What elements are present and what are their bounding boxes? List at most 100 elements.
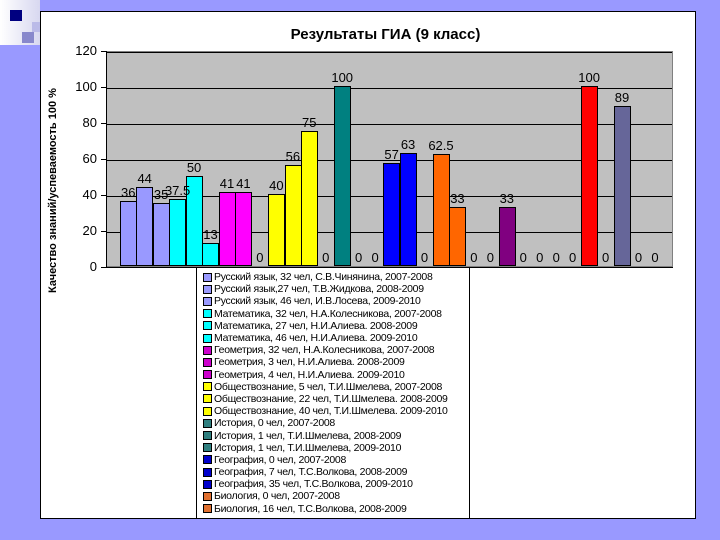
legend-label: Обществознание, 22 чел, Т.И.Шмелева. 200… (214, 392, 448, 405)
legend-swatch-icon (203, 309, 212, 319)
chart-legend: Русский язык, 32 чел, С.В.Чинянина, 2007… (196, 267, 470, 519)
legend-label: География, 7 чел, Т.С.Волкова, 2008-2009 (214, 466, 408, 479)
legend-swatch-icon (203, 321, 212, 331)
bar (202, 242, 220, 266)
legend-item: Обществознание, 22 чел, Т.И.Шмелева. 200… (203, 393, 469, 405)
bar-value-label: 0 (569, 250, 577, 265)
bar (498, 206, 516, 266)
bar-value-label: 37.5 (164, 182, 191, 198)
legend-swatch-icon (203, 284, 212, 294)
legend-swatch-icon (203, 272, 212, 282)
legend-swatch-icon (203, 479, 212, 489)
bar-value-label: 56 (285, 149, 301, 165)
legend-label: Русский язык,27 чел, Т.В.Жидкова, 2008-2… (214, 283, 424, 296)
bar-value-label: 0 (552, 250, 560, 265)
y-tick-label: 20 (82, 223, 97, 238)
bar-value-label: 63 (400, 136, 416, 152)
legend-label: Русский язык, 46 чел, И.В.Лосева, 2009-2… (214, 295, 421, 308)
bar (185, 176, 203, 266)
legend-swatch-icon (203, 382, 212, 392)
legend-item: Геометрия, 4 чел, Н.И.Алиева. 2009-2010 (203, 369, 469, 381)
bar-value-label: 0 (536, 250, 544, 265)
y-tick (101, 51, 107, 52)
legend-item: Биология, 0 чел, 2007-2008 (203, 490, 469, 502)
bar-value-label: 41 (219, 176, 235, 192)
legend-label: Русский язык, 32 чел, С.В.Чинянина, 2007… (214, 271, 433, 284)
chart-title: Результаты ГИА (9 класс) (290, 26, 481, 43)
bar-value-label: 13 (203, 226, 218, 242)
legend-swatch-icon (203, 345, 212, 355)
bar (613, 105, 631, 266)
legend-item: Биология, 16 чел, Т.С.Волкова, 2008-2009 (203, 503, 469, 515)
bar-value-label: 0 (470, 250, 478, 265)
legend-label: Математика, 32 чел, Н.А.Колесникова, 200… (214, 307, 442, 320)
legend-swatch-icon (203, 296, 212, 306)
legend-item: Русский язык, 46 чел, И.В.Лосева, 2009-2… (203, 295, 469, 307)
bar-value-label: 100 (331, 70, 354, 85)
bar-value-label: 40 (269, 178, 284, 193)
bar-value-label: 0 (256, 250, 264, 265)
y-tick (101, 123, 107, 124)
bar (399, 152, 417, 266)
bar (449, 206, 467, 266)
legend-swatch-icon (203, 357, 212, 367)
bar (301, 131, 318, 266)
y-tick-label: 60 (82, 151, 97, 166)
legend-item: Русский язык, 32 чел, С.В.Чинянина, 2007… (203, 271, 469, 283)
legend-item: Русский язык,27 чел, Т.В.Жидкова, 2008-2… (203, 283, 469, 295)
gridline (107, 124, 672, 125)
chart-frame: Результаты ГИА (9 класс) Качество знаний… (40, 11, 696, 519)
bar-value-label: 33 (499, 190, 515, 206)
y-tick-label: 40 (82, 187, 97, 202)
legend-item: Геометрия, 3 чел, Н.И.Алиева. 2008-2009 (203, 356, 469, 368)
bar (152, 203, 170, 266)
legend-swatch-icon (203, 431, 212, 441)
bar-value-label: 0 (420, 250, 429, 265)
legend-item: Обществознание, 40 чел, Т.И.Шмелева. 200… (203, 405, 469, 417)
bar (235, 192, 253, 266)
y-tick (101, 267, 107, 268)
legend-swatch-icon (203, 443, 212, 453)
legend-swatch-icon (203, 504, 212, 514)
legend-item: Обществознание, 5 чел, Т.И.Шмелева, 2007… (203, 381, 469, 393)
bar (218, 192, 236, 266)
legend-item: История, 1 чел, Т.И.Шмелева, 2009-2010 (203, 442, 469, 454)
legend-swatch-icon (203, 406, 212, 416)
legend-item: География, 7 чел, Т.С.Волкова, 2008-2009 (203, 466, 469, 478)
bar-value-label: 89 (614, 89, 630, 105)
legend-swatch-icon (203, 467, 212, 477)
bar (580, 86, 598, 266)
legend-swatch-icon (203, 418, 212, 428)
gridline (107, 160, 672, 161)
legend-label: Математика, 27 чел, Н.И.Алиева. 2008-200… (214, 319, 418, 332)
slide-decoration-square (22, 32, 34, 43)
bar-value-label: 62.5 (428, 137, 454, 153)
legend-label: Геометрия, 3 чел, Н.И.Алиева. 2008-2009 (214, 356, 405, 369)
legend-label: Обществознание, 40 чел, Т.И.Шмелева. 200… (214, 405, 448, 418)
legend-swatch-icon (203, 394, 212, 404)
legend-label: История, 0 чел, 2007-2008 (214, 417, 335, 430)
bar-value-label: 75 (302, 115, 317, 130)
bar-value-label: 36 (120, 185, 136, 201)
legend-label: История, 1 чел, Т.И.Шмелева, 2008-2009 (214, 429, 402, 442)
y-tick (101, 159, 107, 160)
bar (333, 86, 351, 266)
y-tick-label: 120 (75, 43, 97, 58)
bar-value-label: 100 (578, 70, 600, 85)
bar-value-label: 0 (634, 250, 643, 265)
legend-item: География, 0 чел, 2007-2008 (203, 454, 469, 466)
legend-item: Геометрия, 32 чел, Н.А.Колесникова, 2007… (203, 344, 469, 356)
y-tick-label: 0 (89, 259, 97, 274)
bar-value-label: 0 (355, 250, 363, 265)
legend-label: Геометрия, 4 чел, Н.И.Алиева. 2009-2010 (214, 368, 405, 381)
bar (169, 198, 187, 266)
bar-value-label: 0 (371, 250, 379, 265)
legend-swatch-icon (203, 370, 212, 380)
legend-item: География, 35 чел, Т.С.Волкова, 2009-201… (203, 478, 469, 490)
legend-label: География, 35 чел, Т.С.Волкова, 2009-201… (214, 478, 413, 491)
y-tick (101, 87, 107, 88)
bar-value-label: 0 (486, 250, 494, 265)
legend-item: История, 0 чел, 2007-2008 (203, 417, 469, 429)
bar-value-label: 0 (651, 250, 659, 265)
slide-decoration-square (32, 22, 42, 32)
